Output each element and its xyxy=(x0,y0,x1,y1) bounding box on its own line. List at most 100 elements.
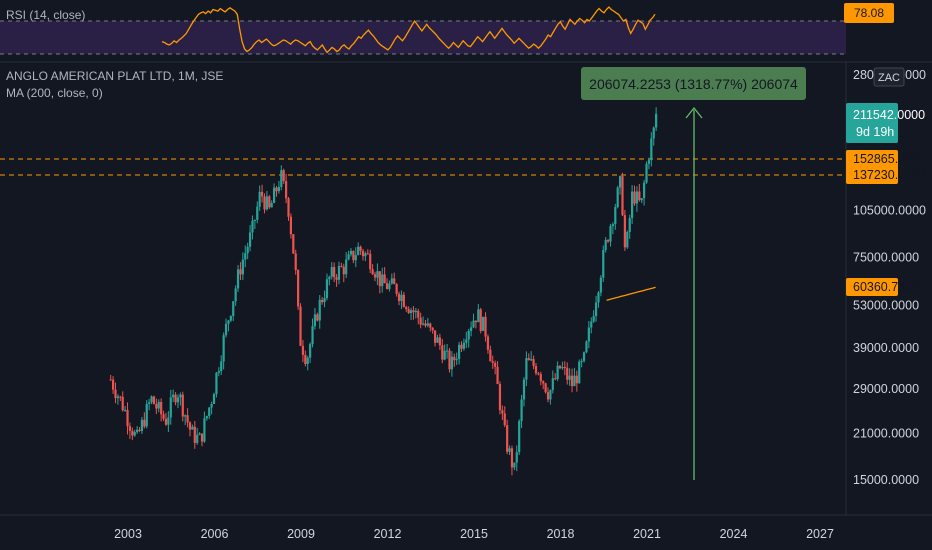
candle-body xyxy=(369,253,372,270)
candle-body xyxy=(503,413,506,426)
bar-countdown: 9d 19h xyxy=(856,125,894,139)
candle-body xyxy=(544,383,547,393)
candle-body xyxy=(277,187,280,192)
candle-body xyxy=(309,344,312,358)
candle-body xyxy=(174,394,177,403)
candle-body xyxy=(498,384,502,411)
candle-body xyxy=(477,309,480,323)
candle-body xyxy=(256,206,259,220)
candle-body xyxy=(376,271,379,278)
candle-body xyxy=(292,234,295,254)
candle-body xyxy=(318,299,321,321)
price-axis[interactable]: 280000.0000105000.000075000.000053000.00… xyxy=(845,62,926,515)
candle-body xyxy=(421,323,425,325)
candle-body xyxy=(458,344,461,360)
candle-body xyxy=(297,270,300,307)
candle-body xyxy=(186,415,189,423)
candle-body xyxy=(222,335,225,362)
candle-body xyxy=(621,176,624,216)
candle-body xyxy=(289,216,293,235)
candle-body xyxy=(482,316,485,331)
candle-body xyxy=(597,292,600,303)
last-price: 211542.0000 xyxy=(853,108,925,122)
candle-body xyxy=(393,278,396,285)
candle-body xyxy=(561,367,564,369)
candle-body xyxy=(188,422,192,430)
candle-body xyxy=(563,367,566,369)
candle-body xyxy=(558,365,562,369)
candle-body xyxy=(508,448,511,452)
candle-body xyxy=(405,306,408,310)
candle-body xyxy=(546,392,550,400)
candle-body xyxy=(590,321,593,328)
price-tick: 53000.0000 xyxy=(853,298,919,312)
currency-button[interactable] xyxy=(873,67,905,87)
candle-body xyxy=(484,316,487,337)
candle-body xyxy=(407,309,410,314)
candle-body xyxy=(366,253,369,255)
candle-body xyxy=(253,219,256,221)
candle-body xyxy=(445,350,449,352)
candle-body xyxy=(474,320,478,323)
currency-label: ZAC xyxy=(878,72,900,84)
candle-body xyxy=(472,320,475,328)
candles-group xyxy=(109,107,658,476)
candle-body xyxy=(316,314,319,321)
candle-body xyxy=(417,310,420,318)
rsi-band xyxy=(0,21,846,54)
candle-body xyxy=(287,198,290,217)
candle-body xyxy=(582,352,586,361)
level-2-badge xyxy=(846,166,898,184)
candle-body xyxy=(640,198,643,201)
candle-body xyxy=(364,253,367,257)
candle-body xyxy=(280,170,283,188)
candle-body xyxy=(217,371,220,373)
time-tick: 2015 xyxy=(460,527,488,541)
ma-label: MA (200, close, 0) xyxy=(6,86,103,100)
candle-body xyxy=(599,277,602,293)
candle-body xyxy=(160,401,163,415)
candle-body xyxy=(400,294,403,301)
candle-body xyxy=(184,415,187,417)
candle-body xyxy=(172,394,175,398)
candle-body xyxy=(515,452,518,463)
candle-body xyxy=(633,191,636,204)
candle-body xyxy=(136,429,139,433)
candle-body xyxy=(479,309,482,331)
candle-body xyxy=(311,326,314,345)
candle-body xyxy=(602,249,605,278)
candle-body xyxy=(460,344,463,349)
candle-body xyxy=(470,327,473,331)
candle-body xyxy=(325,279,329,299)
candle-body xyxy=(450,356,453,370)
candle-body xyxy=(145,403,148,427)
candle-body xyxy=(162,414,165,419)
candle-body xyxy=(244,253,247,260)
candle-body xyxy=(215,372,218,395)
candle-body xyxy=(224,323,228,336)
candle-body xyxy=(260,191,264,197)
candle-body xyxy=(227,320,230,324)
candle-body xyxy=(606,239,610,242)
time-axis[interactable]: 2003 2006 2009 2012 2015 2018 2021 2024 2027 xyxy=(0,514,932,541)
candle-body xyxy=(390,278,393,284)
candle-body xyxy=(647,160,651,164)
candle-body xyxy=(585,341,588,353)
candle-body xyxy=(359,246,362,251)
measure-arrow-head-icon xyxy=(685,106,703,119)
candle-body xyxy=(333,267,336,278)
candle-body xyxy=(578,361,581,384)
candle-body xyxy=(208,407,211,417)
candle-body xyxy=(501,410,504,414)
candle-body xyxy=(321,299,324,303)
price-tick: 105000.0000 xyxy=(853,204,926,218)
candle-body xyxy=(354,255,357,261)
candle-body xyxy=(373,274,377,278)
time-tick: 2027 xyxy=(806,527,834,541)
candle-body xyxy=(229,315,232,321)
candle-body xyxy=(402,294,405,307)
candle-body xyxy=(340,265,343,267)
candle-body xyxy=(510,448,514,468)
candle-body xyxy=(453,356,456,361)
